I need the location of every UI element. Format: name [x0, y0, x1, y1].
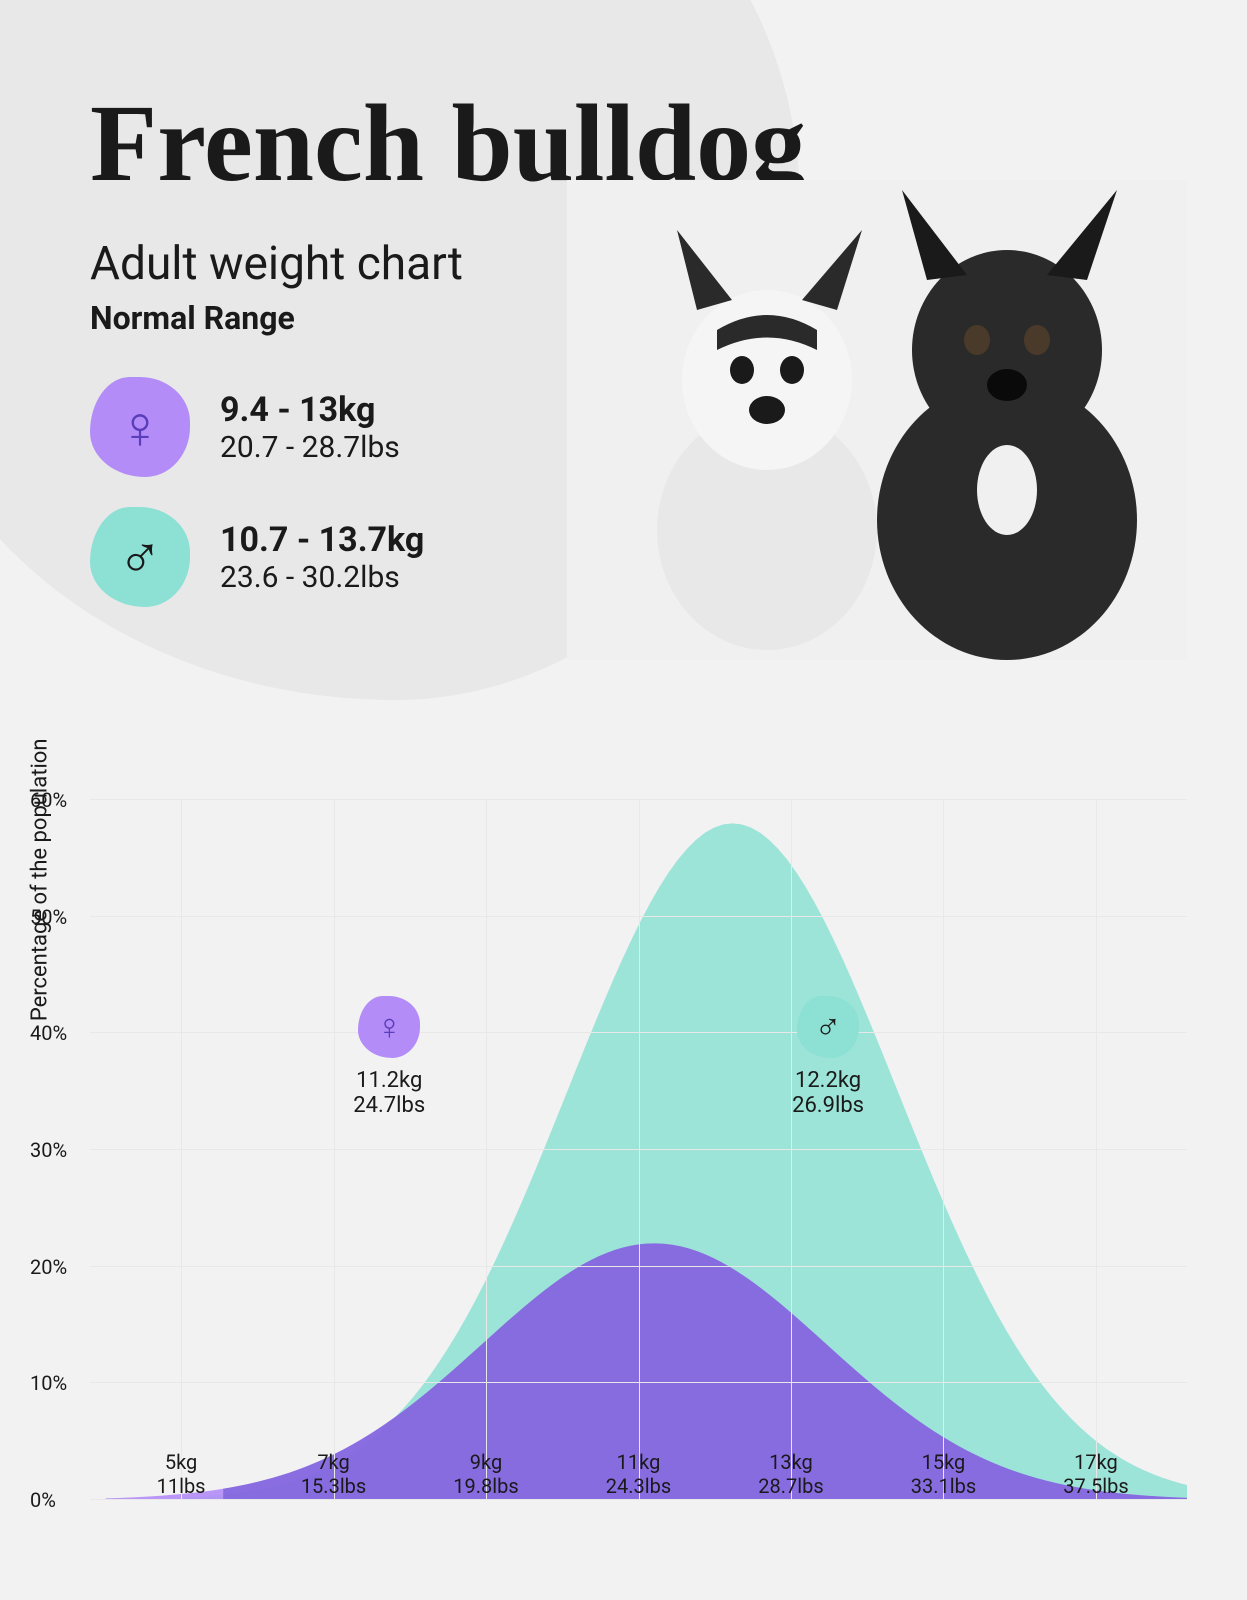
male-callout: ♂ 12.2kg26.9lbs — [792, 996, 864, 1118]
male-kg: 10.7 - 13.7kg — [220, 520, 424, 560]
x-tick-label: 17kg37.5lbs — [1063, 1450, 1128, 1498]
y-axis-label: Percentage of the population — [28, 738, 53, 1021]
female-icon: ♀ — [90, 377, 190, 477]
male-stat-text: 10.7 - 13.7kg 23.6 - 30.2lbs — [220, 520, 424, 595]
x-tick-label: 11kg24.3lbs — [606, 1450, 671, 1498]
x-gridline — [791, 800, 792, 1500]
chart-container: Percentage of the population 0%10%20%30%… — [90, 800, 1187, 1500]
x-gridline — [943, 800, 944, 1500]
y-tick-label: 20% — [30, 1255, 67, 1279]
y-tick-label: 40% — [30, 1021, 67, 1045]
female-symbol-icon: ♀ — [118, 392, 163, 463]
y-tick-label: 30% — [30, 1138, 67, 1162]
chart-area: 0%10%20%30%40%50%60%♀11.2kg24.7lbs♂12.2k… — [90, 800, 1187, 1500]
y-tick-label: 10% — [30, 1371, 67, 1395]
male-symbol-icon: ♂ — [815, 1006, 842, 1048]
x-axis: 5kg11lbs 7kg15.3lbs 9kg19.8lbs 11kg24.3lbs 1… — [90, 1440, 1187, 1500]
x-gridline — [486, 800, 487, 1500]
female-stat-text: 9.4 - 13kg 20.7 - 28.7lbs — [220, 390, 400, 465]
plot-area: 0%10%20%30%40%50%60%♀11.2kg24.7lbs♂12.2k… — [90, 800, 1187, 1500]
male-callout-text: 12.2kg26.9lbs — [792, 1068, 864, 1118]
male-lbs: 23.6 - 30.2lbs — [220, 560, 424, 595]
x-gridline — [334, 800, 335, 1500]
female-kg: 9.4 - 13kg — [220, 390, 400, 430]
y-tick-label: 60% — [30, 788, 67, 812]
male-callout-icon: ♂ — [797, 996, 859, 1058]
x-gridline — [639, 800, 640, 1500]
female-callout: ♀ 11.2kg24.7lbs — [353, 996, 425, 1118]
female-callout-icon: ♀ — [358, 996, 420, 1058]
dog-photo — [567, 180, 1187, 660]
y-tick-label: 0% — [30, 1488, 56, 1512]
male-icon: ♂ — [90, 507, 190, 607]
female-symbol-icon: ♀ — [376, 1006, 403, 1048]
x-tick-label: 9kg19.8lbs — [453, 1450, 518, 1498]
x-tick-label: 5kg11lbs — [157, 1450, 206, 1498]
y-tick-label: 50% — [30, 905, 67, 929]
x-gridline — [181, 800, 182, 1500]
content-wrapper: French bulldog Adult weight chart Normal… — [0, 0, 1247, 717]
female-lbs: 20.7 - 28.7lbs — [220, 430, 400, 465]
x-tick-label: 15kg33.1lbs — [911, 1450, 976, 1498]
male-symbol-icon: ♂ — [118, 522, 163, 593]
female-callout-text: 11.2kg24.7lbs — [353, 1068, 425, 1118]
x-tick-label: 13kg28.7lbs — [758, 1450, 823, 1498]
x-tick-label: 7kg15.3lbs — [301, 1450, 366, 1498]
dog-placeholder-icon — [567, 180, 1187, 660]
x-gridline — [1096, 800, 1097, 1500]
